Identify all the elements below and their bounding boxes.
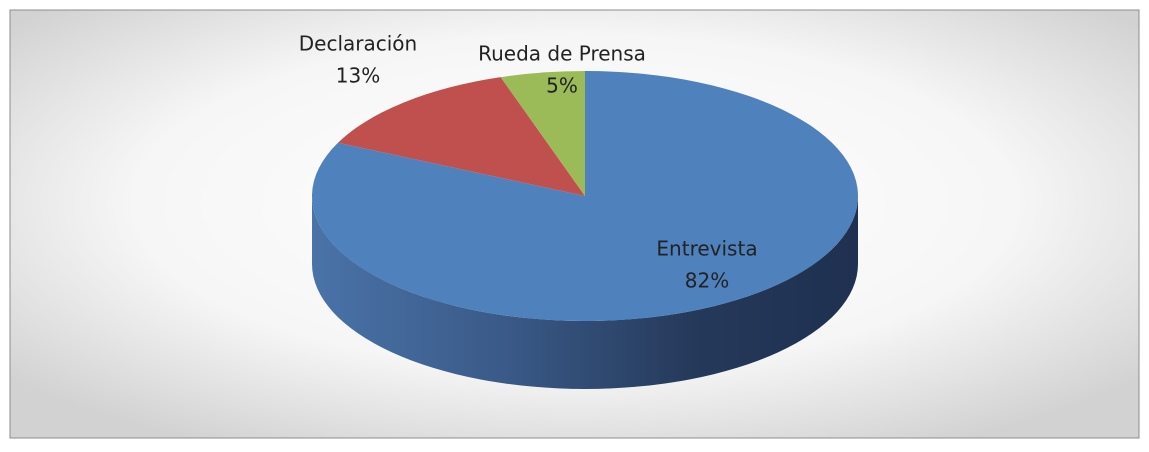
slice-value-label: 13% — [336, 64, 380, 88]
pie-side — [312, 196, 858, 389]
pie-slice — [337, 77, 585, 196]
slice-value-label: 82% — [685, 269, 729, 293]
pie-slice — [500, 71, 585, 196]
slice-value-label: 5% — [546, 74, 578, 98]
slice-label: Declaración — [299, 32, 417, 56]
slice-label: Entrevista — [656, 237, 757, 261]
pie — [312, 71, 859, 389]
slice-label: Rueda de Prensa — [478, 42, 646, 66]
pie-slice — [312, 71, 859, 321]
